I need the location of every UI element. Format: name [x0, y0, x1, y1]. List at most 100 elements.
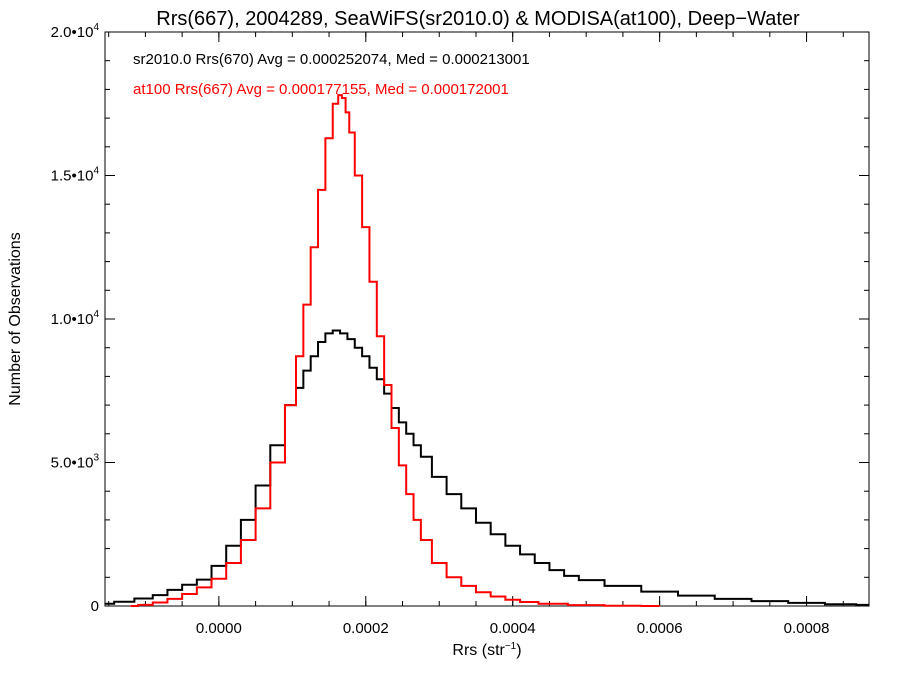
x-tick-label: 0.0002	[343, 620, 389, 637]
series-0-point	[585, 579, 587, 581]
y-tick-label-exponent: 4	[93, 309, 99, 320]
y-tick-label-exponent: 4	[93, 166, 99, 177]
series-1-point	[416, 519, 418, 521]
series-1-point	[497, 595, 499, 598]
series-1-point	[409, 493, 411, 495]
y-tick-label-exponent: 4	[93, 22, 99, 33]
chart-title: Rrs(667), 2004289, SeaWiFS(sr2010.0) & M…	[156, 8, 800, 30]
series-0-point	[372, 367, 374, 369]
series-1-point	[512, 599, 514, 601]
series-0-point	[306, 370, 308, 372]
series-0-point	[453, 493, 455, 495]
series-0-point	[438, 476, 440, 478]
series-1-point	[365, 226, 367, 228]
series-1-point	[335, 103, 337, 105]
series-1-line	[130, 94, 660, 607]
series-0-point	[144, 597, 146, 600]
x-axis-title-sup: −1	[505, 641, 517, 652]
series-1-point	[130, 605, 132, 607]
x-axis-title-main: Rrs (str	[452, 642, 505, 659]
series-layer	[104, 94, 870, 607]
series-0-point	[401, 421, 404, 423]
series-1-point	[438, 562, 440, 564]
series-1-point	[343, 97, 345, 99]
series-0-point	[247, 519, 249, 521]
y-axis-title: Number of Observations	[7, 232, 24, 405]
series-1-point	[203, 586, 205, 588]
x-axis-title-suffix: )	[516, 642, 521, 659]
series-1-point	[188, 593, 191, 595]
series-1-point	[306, 304, 308, 306]
series-0-point	[423, 456, 426, 458]
series-1-point	[379, 335, 382, 337]
plot-frame	[104, 31, 870, 607]
series-0-point	[357, 347, 360, 349]
y-tick-label: 1.0•104	[51, 309, 100, 328]
series-0-point	[188, 584, 191, 586]
series-0-point	[842, 603, 844, 605]
series-0-point	[350, 338, 352, 340]
series-0-point	[328, 332, 330, 334]
series-0-point	[409, 433, 411, 435]
series-0-point	[232, 545, 235, 547]
series-1-point	[313, 246, 315, 248]
series-1-point	[394, 427, 396, 429]
y-tick-label: 5.0•103	[51, 453, 100, 472]
series-0-point	[556, 569, 558, 571]
series-1-point	[585, 604, 587, 606]
series-0-point	[277, 444, 279, 446]
series-0-point	[482, 522, 484, 524]
series-1-point	[346, 111, 349, 113]
y-tick-label-main: 5.0•10	[51, 455, 94, 472]
series-0-point	[868, 604, 870, 606]
series-0-point	[394, 407, 396, 409]
series-0-point	[541, 562, 543, 564]
series-0-point	[416, 444, 418, 446]
series-0-point	[497, 533, 499, 535]
y-tick-label-exponent: 3	[93, 453, 99, 464]
series-1-point	[144, 604, 146, 606]
y-tick-label: 2.0•104	[51, 22, 100, 41]
series-1-point	[218, 578, 220, 580]
series-1-point	[174, 598, 176, 600]
series-0-point	[299, 387, 301, 389]
series-0-point	[387, 393, 389, 395]
x-tick-label: 0.0000	[196, 620, 242, 637]
y-tick-label: 1.5•104	[51, 166, 100, 185]
series-1-point	[350, 131, 352, 134]
y-tick-label-main: 1.5•10	[51, 168, 94, 185]
series-1-point	[526, 601, 529, 603]
series-1-point	[659, 605, 661, 607]
series-0-point	[313, 355, 315, 357]
series-0-point	[321, 341, 323, 343]
series-0-point	[526, 553, 529, 555]
series-0-point	[769, 600, 771, 602]
series-0-point	[262, 484, 264, 487]
series-1-point	[423, 539, 426, 541]
x-tick-label: 0.0006	[637, 620, 683, 637]
series-0-point	[104, 603, 106, 605]
series-1-point	[482, 591, 484, 593]
series-0-point	[122, 601, 124, 603]
series-0-point	[622, 585, 624, 587]
series-0-point	[218, 565, 220, 567]
series-1-point	[299, 355, 301, 357]
series-1-point	[328, 137, 330, 139]
series-1-point	[453, 576, 455, 578]
series-0-point	[174, 589, 176, 591]
series-1-point	[357, 174, 360, 177]
plot-area: 0.0000 0.0002 0.0004 0.0006 0.0008 0 5.0•103 1…	[51, 22, 870, 637]
series-0-point	[343, 332, 345, 334]
series-1-point	[321, 189, 323, 191]
series-1-point	[622, 605, 624, 607]
series-1-point	[291, 404, 293, 406]
series-1-point	[548, 603, 551, 605]
series-1-point	[159, 601, 161, 604]
x-tick-label: 0.0008	[784, 620, 830, 637]
y-tick-label-main: 2.0•10	[51, 24, 94, 41]
series-0-point	[379, 378, 382, 380]
series-0-point	[570, 575, 573, 577]
series-1-point	[262, 507, 264, 510]
